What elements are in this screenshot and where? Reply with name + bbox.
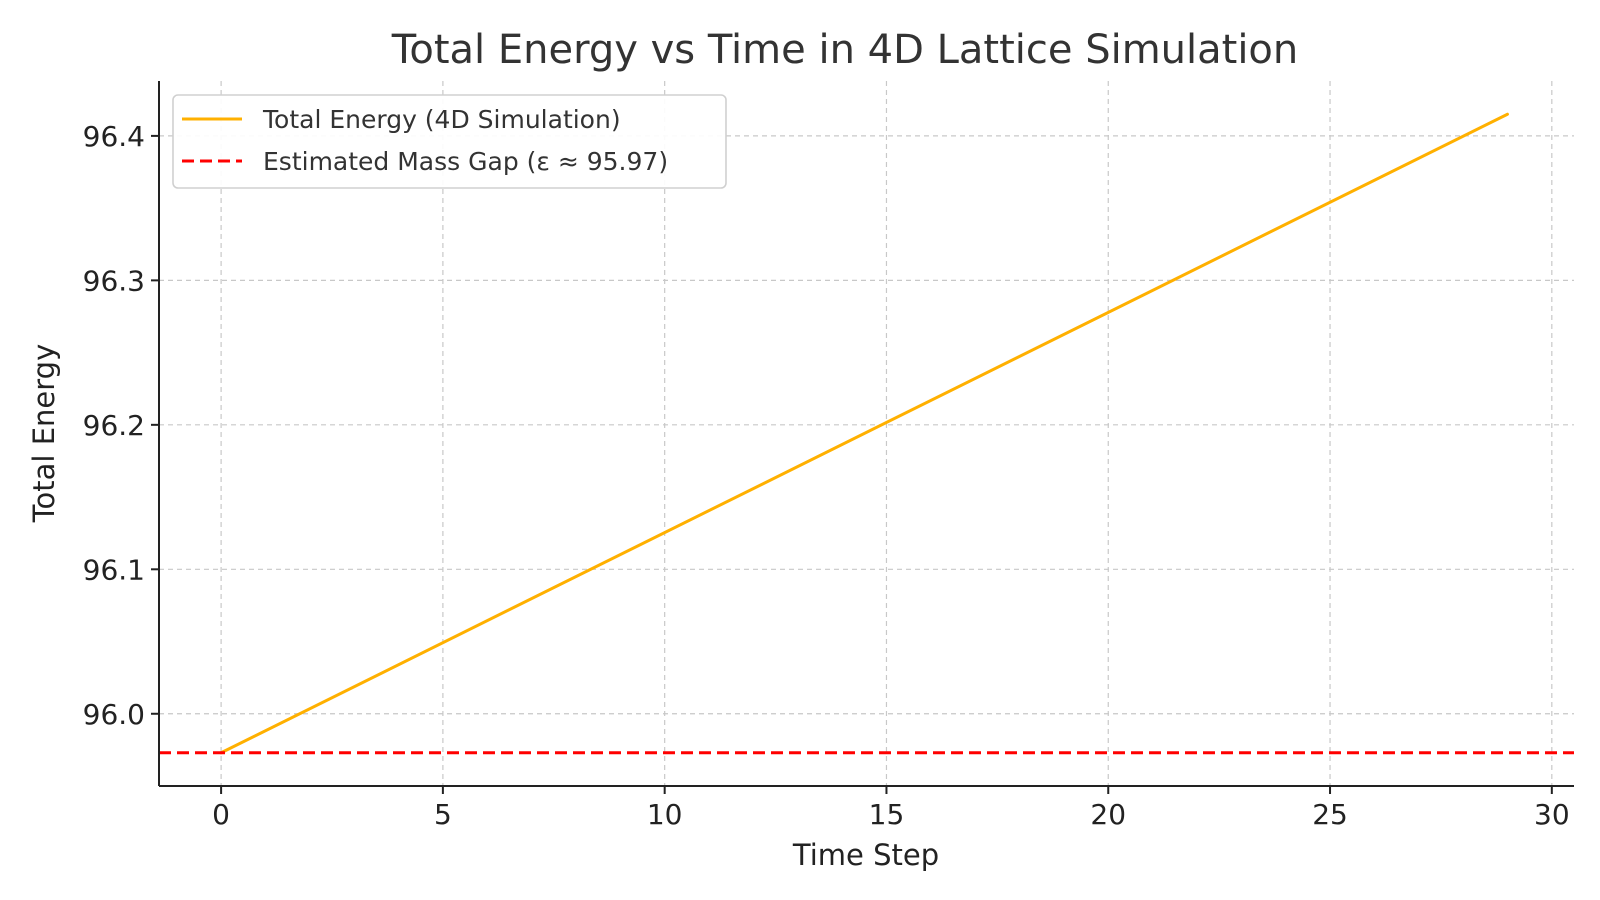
x-tick-label: 15 — [869, 798, 905, 831]
x-tick-label: 20 — [1090, 798, 1126, 831]
legend: Total Energy (4D Simulation) Estimated M… — [172, 94, 727, 189]
x-tick-label: 5 — [434, 798, 452, 831]
chart-title: Total Energy vs Time in 4D Lattice Simul… — [391, 27, 1299, 73]
legend-label-total-energy: Total Energy (4D Simulation) — [262, 105, 621, 134]
x-tick-label: 30 — [1534, 798, 1570, 831]
y-axis-label: Total Energy — [27, 344, 61, 523]
y-tick-label: 96.3 — [83, 264, 145, 297]
y-tick-label: 96.1 — [83, 553, 145, 586]
x-tick-label: 25 — [1312, 798, 1348, 831]
x-axis-label: Time Step — [792, 838, 939, 872]
y-tick-label: 96.2 — [83, 409, 145, 442]
y-ticks: 96.0 96.1 96.2 96.3 96.4 — [83, 120, 159, 731]
series-layer — [159, 112, 1574, 755]
legend-label-mass-gap: Estimated Mass Gap (ε ≈ 95.97) — [263, 147, 668, 176]
total-energy-line — [219, 112, 1509, 755]
x-tick-label: 10 — [647, 798, 683, 831]
x-tick-label: 0 — [212, 798, 230, 831]
legend-box — [172, 94, 727, 189]
x-ticks: 0 5 10 15 20 25 30 — [212, 786, 1570, 831]
y-tick-label: 96.0 — [83, 698, 145, 731]
y-tick-label: 96.4 — [83, 120, 145, 153]
